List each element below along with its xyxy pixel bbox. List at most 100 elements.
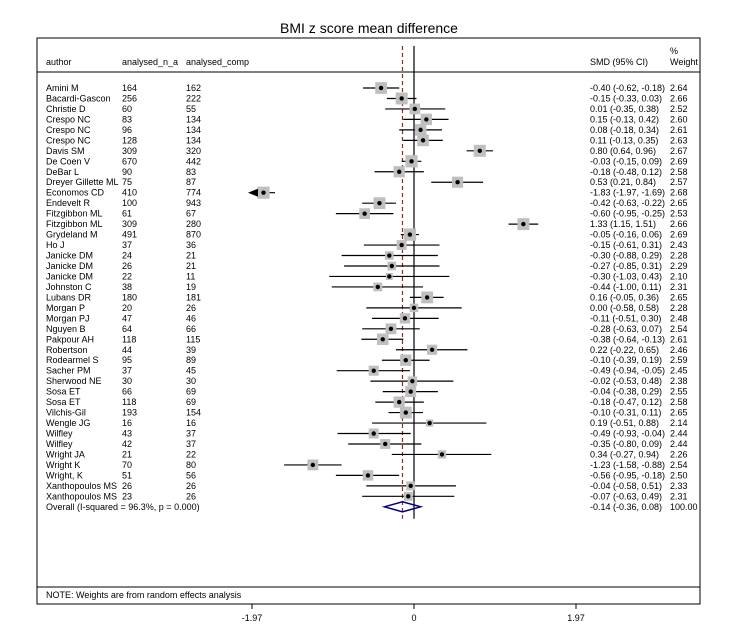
study-comp: 134 bbox=[186, 114, 201, 124]
study-n-a: 22 bbox=[122, 271, 132, 281]
study-n-a: 95 bbox=[122, 355, 132, 365]
study-comp: 134 bbox=[186, 125, 201, 135]
study-author: Ho J bbox=[46, 240, 65, 250]
study-weight: 2.65 bbox=[670, 198, 688, 208]
study-smd-ci: -0.15 (-0.61, 0.31) bbox=[590, 240, 662, 250]
study-weight: 2.66 bbox=[670, 219, 688, 229]
study-comp: 154 bbox=[186, 408, 201, 418]
overall-weight: 100.00 bbox=[670, 502, 698, 512]
study-weight: 2.61 bbox=[670, 334, 688, 344]
study-author: Janicke DM bbox=[46, 261, 93, 271]
study-point bbox=[424, 117, 429, 122]
study-comp: 19 bbox=[186, 282, 196, 292]
study-n-a: 30 bbox=[122, 376, 132, 386]
study-author: Morgan P bbox=[46, 303, 85, 313]
study-smd-ci: 0.00 (-0.58, 0.58) bbox=[590, 303, 659, 313]
study-n-a: 100 bbox=[122, 198, 137, 208]
study-author: Xanthopoulos MS bbox=[46, 491, 117, 501]
study-author: Wright K bbox=[46, 460, 80, 470]
study-comp: 66 bbox=[186, 324, 196, 334]
study-author: Fitzgibbon ML bbox=[46, 209, 103, 219]
study-point bbox=[388, 326, 394, 332]
study-smd-ci: -0.10 (-0.31, 0.11) bbox=[590, 408, 661, 418]
header-analysed-n-a: analysed_n_a bbox=[122, 57, 178, 67]
weights-note: NOTE: Weights are from random effects an… bbox=[46, 590, 242, 600]
study-n-a: 37 bbox=[122, 240, 132, 250]
study-author: Lubans DR bbox=[46, 292, 92, 302]
study-author: De Coen V bbox=[46, 156, 90, 166]
study-point bbox=[409, 159, 414, 164]
study-comp: 39 bbox=[186, 345, 196, 355]
study-weight: 2.69 bbox=[670, 230, 688, 240]
study-author: Economos CD bbox=[46, 188, 105, 198]
study-n-a: 410 bbox=[122, 188, 137, 198]
study-smd-ci: -1.23 (-1.58, -0.88) bbox=[590, 460, 665, 470]
study-smd-ci: -0.35 (-0.80, 0.09) bbox=[590, 439, 662, 449]
study-comp: 83 bbox=[186, 167, 196, 177]
study-weight: 2.52 bbox=[670, 104, 688, 114]
study-point bbox=[402, 316, 408, 321]
study-point bbox=[387, 274, 392, 279]
study-comp: 26 bbox=[186, 303, 196, 313]
study-n-a: 83 bbox=[122, 114, 132, 124]
study-author: Amini M bbox=[46, 83, 79, 93]
study-point bbox=[362, 211, 367, 216]
study-weight: 2.38 bbox=[670, 376, 688, 386]
study-weight: 2.44 bbox=[670, 429, 688, 439]
study-comp: 442 bbox=[186, 156, 201, 166]
header-smd-ci: SMD (95% CI) bbox=[590, 57, 648, 67]
study-point bbox=[439, 452, 445, 457]
study-point bbox=[427, 420, 432, 426]
study-weight: 2.14 bbox=[670, 418, 688, 428]
study-point bbox=[424, 295, 430, 300]
study-weight: 2.54 bbox=[670, 324, 688, 334]
study-n-a: 96 bbox=[122, 125, 132, 135]
study-author: Endevelt R bbox=[46, 198, 91, 208]
study-comp: 30 bbox=[186, 376, 196, 386]
study-smd-ci: -0.28 (-0.63, 0.07) bbox=[590, 324, 662, 334]
study-weight: 2.66 bbox=[670, 93, 688, 103]
study-smd-ci: -0.18 (-0.47, 0.12) bbox=[590, 397, 662, 407]
study-weight: 2.10 bbox=[670, 271, 688, 281]
study-point bbox=[403, 410, 408, 415]
study-point bbox=[420, 138, 426, 143]
study-weight: 2.50 bbox=[670, 470, 688, 480]
study-point bbox=[418, 127, 423, 133]
study-comp: 870 bbox=[186, 230, 201, 240]
study-smd-ci: 0.11 (-0.13, 0.35) bbox=[590, 135, 658, 145]
truncation-arrow bbox=[248, 188, 258, 197]
study-n-a: 309 bbox=[122, 146, 137, 156]
study-weight: 2.28 bbox=[670, 251, 688, 261]
study-point bbox=[383, 441, 388, 447]
study-smd-ci: -0.30 (-0.88, 0.29) bbox=[590, 251, 662, 261]
overall-diamond bbox=[381, 501, 424, 513]
study-author: Fitzgibbon ML bbox=[46, 219, 103, 229]
study-n-a: 90 bbox=[122, 167, 132, 177]
study-weight: 2.63 bbox=[670, 135, 688, 145]
study-smd-ci: -0.30 (-1.03, 0.43) bbox=[590, 271, 662, 281]
study-weight: 2.48 bbox=[670, 313, 688, 323]
study-n-a: 23 bbox=[122, 491, 132, 501]
study-point bbox=[371, 368, 376, 373]
study-n-a: 75 bbox=[122, 177, 132, 187]
study-weight: 2.31 bbox=[670, 491, 688, 501]
study-author: Bacardi-Gascon bbox=[46, 93, 111, 103]
study-weight: 2.64 bbox=[670, 83, 688, 93]
study-n-a: 37 bbox=[122, 366, 132, 376]
study-smd-ci: 0.01 (-0.35, 0.38) bbox=[590, 104, 659, 114]
study-comp: 36 bbox=[186, 240, 196, 250]
study-weight: 2.68 bbox=[670, 188, 688, 198]
study-point bbox=[407, 232, 413, 237]
study-author: Grydeland M bbox=[46, 230, 98, 240]
x-tick-label: 1.97 bbox=[567, 613, 585, 623]
study-n-a: 44 bbox=[122, 345, 132, 355]
study-comp: 46 bbox=[186, 313, 196, 323]
study-n-a: 64 bbox=[122, 324, 132, 334]
study-author: Crespo NC bbox=[46, 114, 91, 124]
study-n-a: 26 bbox=[122, 261, 132, 271]
study-point bbox=[403, 358, 408, 363]
study-weight: 2.69 bbox=[670, 156, 688, 166]
study-point bbox=[411, 305, 417, 311]
study-n-a: 70 bbox=[122, 460, 132, 470]
study-weight: 2.28 bbox=[670, 303, 688, 313]
